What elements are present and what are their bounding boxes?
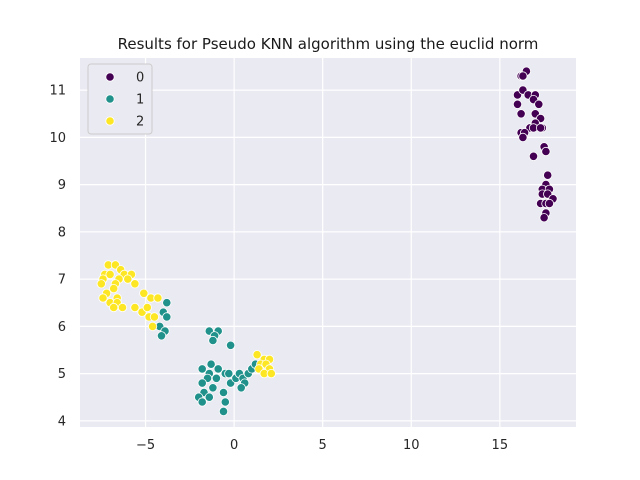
scatter-point-series-2 — [139, 288, 149, 298]
scatter-point-series-1 — [197, 397, 207, 407]
scatter-point-series-0 — [518, 132, 528, 142]
scatter-point-series-1 — [204, 392, 214, 402]
scatter-point-series-2 — [130, 279, 140, 289]
x-tick-label: 0 — [230, 438, 238, 453]
x-tick-label: −5 — [136, 438, 155, 453]
scatter-point-series-1 — [226, 340, 236, 350]
y-tick-label: 8 — [58, 225, 66, 240]
y-tick-label: 4 — [58, 414, 66, 429]
scatter-point-series-2 — [252, 350, 262, 360]
y-axis-tick-labels: 4 5 6 7 8 9 10 11 — [49, 84, 66, 430]
scatter-point-series-0 — [541, 146, 551, 157]
legend-label-2: 2 — [136, 115, 144, 130]
scatter-point-series-1 — [162, 312, 172, 322]
grid-lines — [80, 58, 576, 427]
scatter-point-series-2 — [117, 302, 128, 313]
scatter-point-series-2 — [130, 302, 140, 313]
legend-label-1: 1 — [136, 93, 144, 108]
scatter-point-series-1 — [206, 359, 216, 369]
x-tick-label: 10 — [403, 438, 420, 453]
scatter-point-series-1 — [220, 397, 230, 407]
scatter-point-series-1 — [236, 383, 246, 393]
scatter-point-series-2 — [109, 302, 119, 313]
scatter-point-series-1 — [211, 373, 221, 383]
scatter-point-series-0 — [528, 151, 539, 161]
chart-title: Results for Pseudo KNN algorithm using t… — [118, 35, 539, 53]
scatter-point-series-1 — [197, 378, 207, 388]
scatter-point-series-2 — [266, 368, 276, 379]
scatter-point-series-0 — [539, 213, 549, 223]
scatter-point-series-1 — [213, 364, 223, 374]
scatter-point-series-0 — [543, 170, 553, 180]
legend-marker-1 — [105, 94, 115, 104]
scatter-point-series-1 — [197, 364, 207, 374]
legend-label-0: 0 — [136, 71, 144, 86]
scatter-point-series-1 — [218, 406, 229, 416]
scatter-point-series-2 — [148, 321, 158, 331]
scatter-point-series-2 — [98, 293, 108, 303]
y-tick-label: 10 — [49, 131, 66, 146]
scatter-point-series-2 — [149, 312, 159, 322]
scatter-point-series-2 — [109, 283, 119, 294]
x-tick-label: 15 — [492, 438, 509, 453]
y-tick-label: 7 — [58, 273, 66, 288]
scatter-point-series-0 — [534, 99, 544, 109]
scatter-point-series-0 — [518, 71, 528, 81]
y-tick-label: 6 — [58, 320, 66, 335]
scatter-point-series-2 — [123, 274, 133, 284]
scatter-point-series-2 — [96, 279, 106, 289]
scatter-point-series-1 — [162, 298, 172, 308]
scatter-point-series-1 — [224, 368, 234, 379]
data-points — [96, 66, 558, 416]
scatter-point-series-2 — [105, 269, 115, 279]
y-tick-label: 9 — [58, 178, 66, 193]
scatter-point-series-0 — [535, 123, 546, 133]
y-tick-label: 5 — [58, 367, 66, 382]
scatter-point-series-0 — [544, 198, 555, 209]
legend-box — [87, 63, 153, 135]
scatter-point-series-1 — [208, 335, 218, 346]
y-tick-label: 11 — [49, 84, 66, 99]
scatter-point-series-2 — [142, 302, 152, 313]
scatter-point-series-2 — [153, 293, 163, 303]
legend-marker-0 — [105, 72, 115, 82]
scatter-point-series-0 — [516, 109, 526, 119]
legend: 0 1 2 — [87, 63, 153, 135]
x-tick-label: 5 — [319, 438, 327, 453]
scatter-point-series-1 — [218, 387, 229, 398]
x-axis-tick-labels: −5 0 5 10 15 — [136, 438, 508, 453]
scatter-point-series-1 — [208, 383, 218, 393]
plot-area — [80, 58, 576, 427]
scatter-point-series-0 — [512, 99, 523, 109]
legend-marker-2 — [105, 116, 115, 126]
scatter-point-series-1 — [156, 331, 167, 341]
